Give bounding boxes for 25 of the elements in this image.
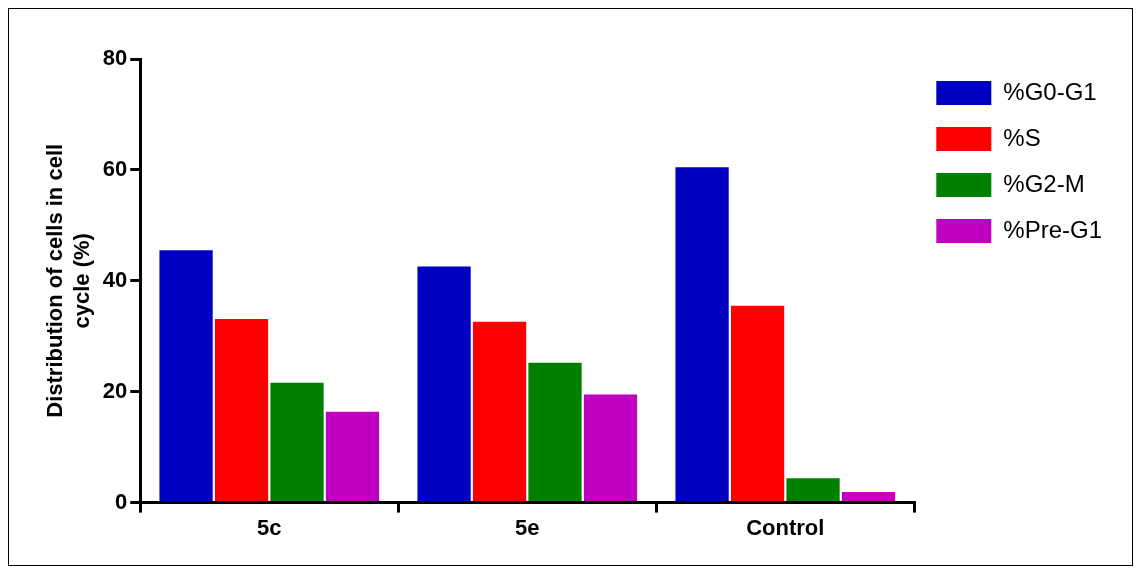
bar: [472, 321, 527, 502]
bar: [214, 319, 269, 502]
bar: [786, 478, 840, 502]
legend-label: %S: [1003, 123, 1041, 151]
bar: [159, 250, 213, 502]
y-tick-label: 40: [102, 266, 128, 292]
bar: [417, 266, 471, 502]
bar: [270, 382, 324, 502]
bar: [675, 167, 729, 502]
y-tick-label: 80: [102, 45, 128, 71]
bar: [730, 305, 785, 502]
bar: [583, 394, 638, 502]
legend-label: %G0-G1: [1003, 77, 1097, 105]
bar: [528, 362, 582, 502]
legend-label: %Pre-G1: [1003, 215, 1103, 243]
y-tick-label: 20: [102, 377, 128, 403]
bar: [841, 492, 896, 502]
x-tick-label: 5e: [515, 514, 540, 540]
x-tick-label: Control: [746, 514, 825, 540]
y-axis-title: Distribution of cells in cell cycle (%): [42, 143, 94, 418]
y-tick-label: 60: [102, 155, 128, 181]
bar: [325, 411, 380, 502]
legend-label: %G2-M: [1003, 169, 1085, 197]
x-tick-label: 5c: [257, 514, 282, 540]
y-tick-label: 0: [115, 488, 128, 514]
